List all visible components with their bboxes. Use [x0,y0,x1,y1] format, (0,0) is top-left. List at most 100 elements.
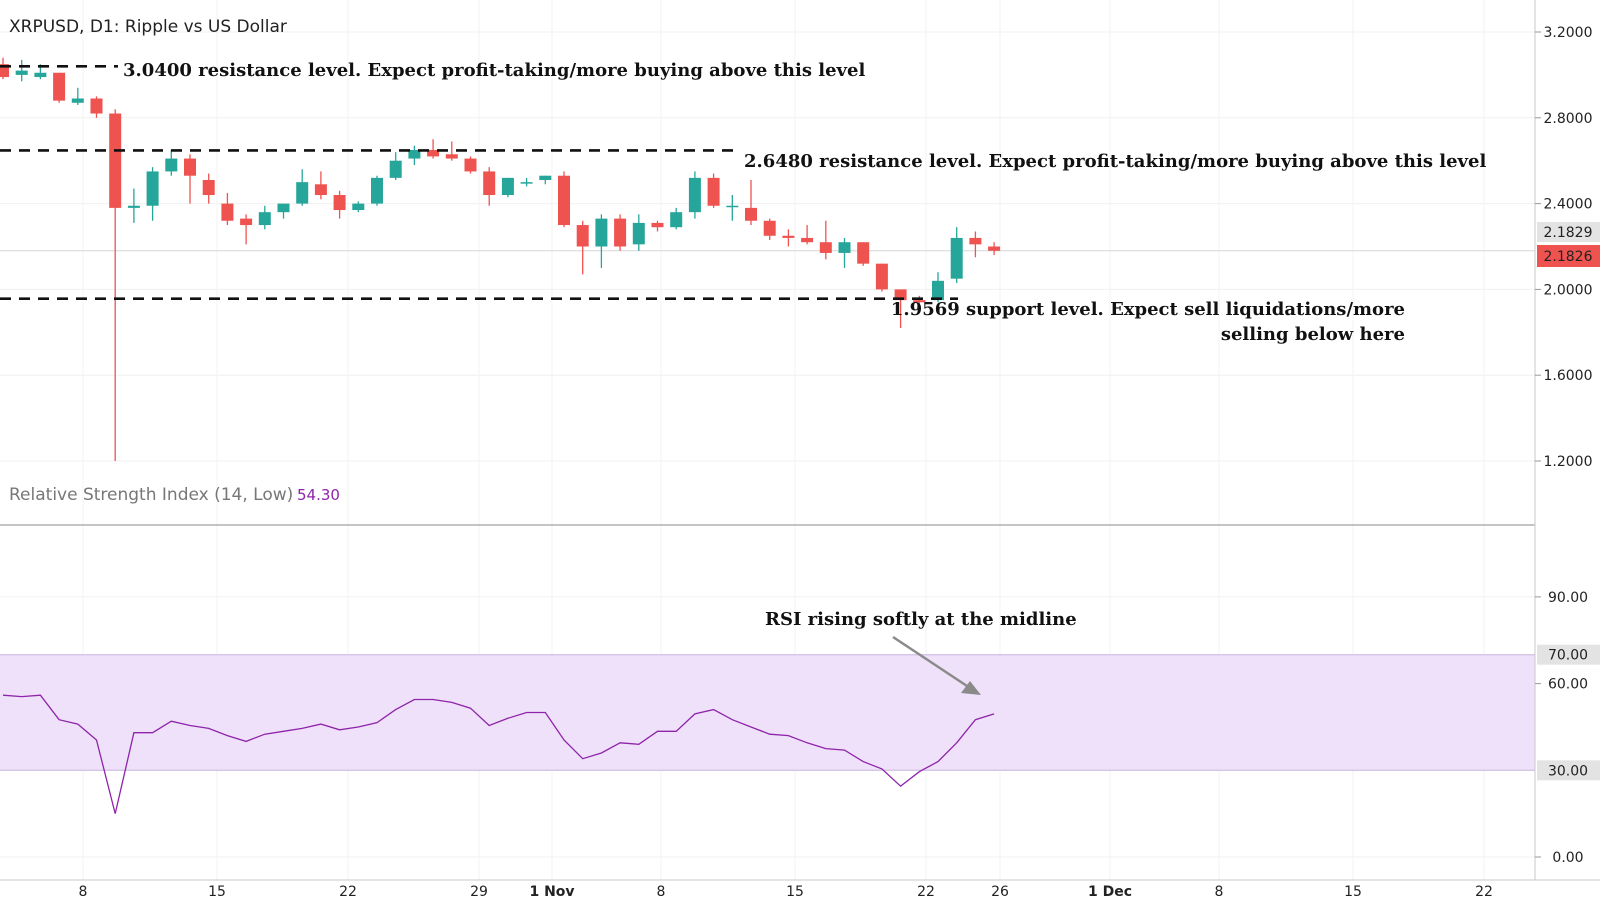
resistance-3040-annotation: 3.0400 resistance level. Expect profit-t… [123,60,865,81]
candle [988,242,1001,256]
candle [146,167,159,221]
candlestick-series [0,57,1001,461]
candle [221,192,234,226]
time-tick-label: 8 [657,884,666,900]
candle [932,272,944,303]
candle [90,96,103,118]
candle-body [539,175,552,181]
candle [53,72,66,103]
candle-body [127,205,140,208]
candle-body [90,98,103,114]
candle [558,171,570,228]
candle [801,225,814,245]
candle-body [894,289,907,301]
time-tick-label: 26 [991,884,1009,900]
candle-body [408,149,421,159]
time-tick-label: 22 [917,884,935,900]
time-tick-label: 8 [79,884,88,900]
candle-body [988,246,1001,251]
candle-body [427,149,440,157]
rsi-indicator-title: Relative Strength Index (14, Low) [9,485,293,505]
chart-title: XRPUSD, D1: Ripple vs US Dollar [9,17,287,37]
rsi-band-label: 30.00 [1537,760,1600,781]
rsi-band-label-bg [1537,644,1600,665]
candle [763,218,776,241]
rsi-annotation-arrow [892,635,981,695]
candle [109,109,122,461]
candle-body [838,242,851,253]
rsi-axis[interactable]: 90.00 60.00 0.00 70.00 30.00 [1535,590,1600,866]
candle [333,190,346,219]
price-tick-label: 1.6000 [1544,368,1593,384]
candle [782,229,795,247]
price-axis[interactable]: 3.2000 2.8000 2.4000 2.0000 1.6000 1.2000 2.18… [1535,25,1600,470]
price-tick-label: 2.4000 [1544,197,1593,213]
candle-body [15,70,28,75]
rsi-band-label: 70.00 [1537,644,1600,665]
price-tick-label: 3.2000 [1544,25,1593,41]
candle [258,205,271,230]
candle-body [277,203,290,213]
current-price-label-text: 2.1826 [1544,249,1593,265]
time-axis[interactable]: 8 15 22 29 1 Nov 8 15 22 26 1 Dec 8 15 22 [79,884,1493,900]
candle [408,145,421,165]
candle-body [352,203,365,211]
level-lines [0,65,958,300]
candle-body [632,222,645,245]
candle-body [913,300,926,303]
candle-body [184,158,196,176]
candle-body [258,212,271,226]
resistance-2648-annotation: 2.6480 resistance level. Expect profit-t… [744,151,1486,172]
candle-body [950,237,963,279]
candle [745,180,757,226]
candle-body [483,171,496,196]
candle [969,231,982,258]
candle [614,214,627,251]
candle-body [296,182,309,204]
candle [688,171,701,219]
candle [0,57,9,80]
candle [277,203,290,219]
candle [127,188,140,223]
candle [427,139,440,159]
candle-body [614,218,627,247]
rsi-tick-label: 60.00 [1548,677,1588,693]
candle [184,154,196,204]
candle [445,141,458,161]
candle-body [969,237,982,245]
candle [539,175,552,185]
candle-body [726,205,739,208]
candle-body [333,195,346,211]
time-tick-label: 15 [1344,884,1362,900]
candle [707,173,720,208]
candle [464,156,477,174]
candle [595,214,608,268]
candle-body [0,64,9,78]
candle [371,175,383,206]
time-tick-label: 8 [1215,884,1224,900]
candle [838,237,851,268]
candle [857,242,870,266]
candle-body [34,72,47,78]
candle [632,214,645,251]
candle-body [707,177,720,206]
time-tick-label: 15 [208,884,226,900]
candle [576,220,589,275]
candle [670,207,683,230]
candle-body [389,160,402,178]
rsi-tick-label: 90.00 [1548,590,1588,606]
candle-body [202,180,215,196]
candle [950,227,963,283]
candle-body [371,177,383,204]
candle-body [165,158,178,172]
candle-body [109,113,122,208]
candle [501,177,514,198]
time-tick-label: 1 Nov [529,884,574,900]
last-price-label: 2.1829 [1537,222,1600,242]
candle-body [464,158,477,172]
candle-body [221,203,234,221]
candle-body [53,72,66,101]
candle-body [445,154,458,159]
candle [352,201,365,213]
